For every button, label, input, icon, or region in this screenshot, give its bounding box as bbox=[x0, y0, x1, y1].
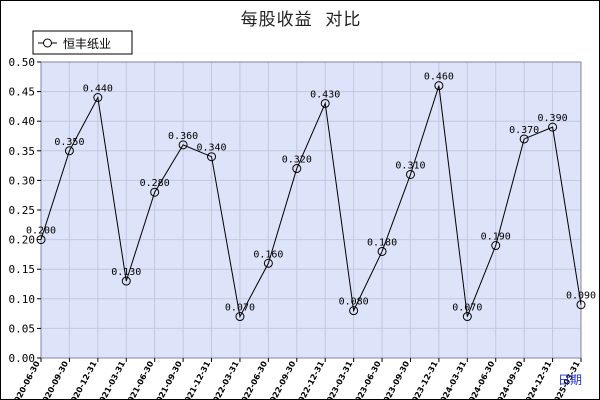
data-point bbox=[292, 164, 302, 174]
data-label: 0.440 bbox=[83, 84, 113, 95]
y-tick-label: 0.35 bbox=[9, 145, 36, 158]
x-tick-label: 2023-09-30 bbox=[379, 359, 411, 400]
y-tick-label: 0.25 bbox=[9, 204, 36, 217]
y-tick-label: 0.30 bbox=[9, 174, 36, 187]
data-point bbox=[349, 306, 359, 316]
data-point bbox=[519, 134, 529, 144]
y-tick-label: 0.20 bbox=[9, 234, 36, 247]
data-point bbox=[263, 258, 273, 268]
x-tick-label: 2022-09-30 bbox=[266, 359, 298, 400]
y-tick-label: 0.10 bbox=[9, 293, 36, 306]
x-tick-label: 2021-06-30 bbox=[123, 359, 155, 400]
legend-label: 恒丰纸业 bbox=[63, 37, 111, 51]
y-tick-label: 0.45 bbox=[9, 86, 36, 99]
data-label: 0.460 bbox=[424, 72, 454, 83]
y-tick-label: 0.50 bbox=[9, 56, 36, 69]
data-point bbox=[178, 140, 188, 150]
legend-marker bbox=[43, 38, 52, 48]
series-line bbox=[40, 85, 582, 319]
data-label: 0.180 bbox=[367, 237, 397, 248]
x-tick-label: 2021-09-30 bbox=[152, 359, 184, 400]
data-label: 0.090 bbox=[566, 291, 596, 302]
x-tick-label: 2024-12-31 bbox=[521, 359, 553, 400]
x-tick-label: 2023-06-30 bbox=[351, 359, 383, 400]
data-point bbox=[405, 169, 415, 179]
data-point bbox=[64, 146, 74, 156]
data-label: 0.370 bbox=[509, 125, 539, 136]
x-tick-label: 2020-06-30 bbox=[10, 359, 42, 400]
data-label: 0.390 bbox=[538, 113, 568, 124]
x-tick-label: 2021-03-31 bbox=[95, 359, 127, 400]
data-point bbox=[150, 187, 160, 197]
data-point bbox=[207, 152, 217, 162]
x-axis-title: 日期 bbox=[558, 373, 582, 387]
data-label: 0.280 bbox=[140, 178, 170, 189]
data-point bbox=[377, 246, 387, 256]
data-label: 0.160 bbox=[253, 249, 283, 260]
data-label: 0.360 bbox=[168, 131, 198, 142]
data-point bbox=[548, 122, 558, 132]
data-label: 0.340 bbox=[196, 143, 226, 154]
data-point bbox=[491, 241, 501, 251]
y-tick-label: 0.40 bbox=[9, 115, 36, 128]
data-label: 0.070 bbox=[452, 303, 482, 314]
x-tick-label: 2020-12-31 bbox=[67, 359, 99, 400]
data-point bbox=[93, 93, 103, 103]
data-label: 0.350 bbox=[54, 137, 84, 148]
x-tick-label: 2024-09-30 bbox=[493, 359, 525, 400]
data-point bbox=[320, 98, 330, 108]
data-label: 0.130 bbox=[111, 267, 141, 278]
data-label: 0.320 bbox=[282, 155, 312, 166]
data-label: 0.200 bbox=[26, 226, 56, 237]
y-tick-label: 0.00 bbox=[9, 352, 36, 365]
data-label: 0.080 bbox=[339, 297, 369, 308]
x-tick-label: 2022-06-30 bbox=[237, 359, 269, 400]
data-label: 0.190 bbox=[481, 232, 511, 243]
data-point bbox=[121, 276, 131, 286]
x-tick-label: 2024-03-31 bbox=[436, 359, 468, 400]
data-label: 0.430 bbox=[310, 89, 340, 100]
x-tick-label: 2024-06-30 bbox=[465, 359, 497, 400]
data-point bbox=[462, 312, 472, 322]
data-point bbox=[235, 312, 245, 322]
data-label: 0.310 bbox=[395, 160, 425, 171]
data-point bbox=[576, 300, 586, 310]
legend-box bbox=[32, 30, 133, 55]
data-point bbox=[434, 81, 444, 91]
y-tick-label: 0.15 bbox=[9, 263, 36, 276]
x-tick-label: 2020-09-30 bbox=[38, 359, 70, 400]
chart-title: 每股收益 对比 bbox=[240, 10, 362, 30]
y-tick-label: 0.05 bbox=[9, 322, 36, 335]
x-tick-label: 2022-12-31 bbox=[294, 359, 326, 400]
x-tick-label: 2021-12-31 bbox=[180, 359, 212, 400]
data-label: 0.070 bbox=[225, 303, 255, 314]
x-tick-label: 2023-03-31 bbox=[322, 359, 354, 400]
x-tick-label: 2023-12-31 bbox=[408, 359, 440, 400]
data-point bbox=[36, 235, 46, 245]
x-tick-label: 2022-03-31 bbox=[209, 359, 241, 400]
